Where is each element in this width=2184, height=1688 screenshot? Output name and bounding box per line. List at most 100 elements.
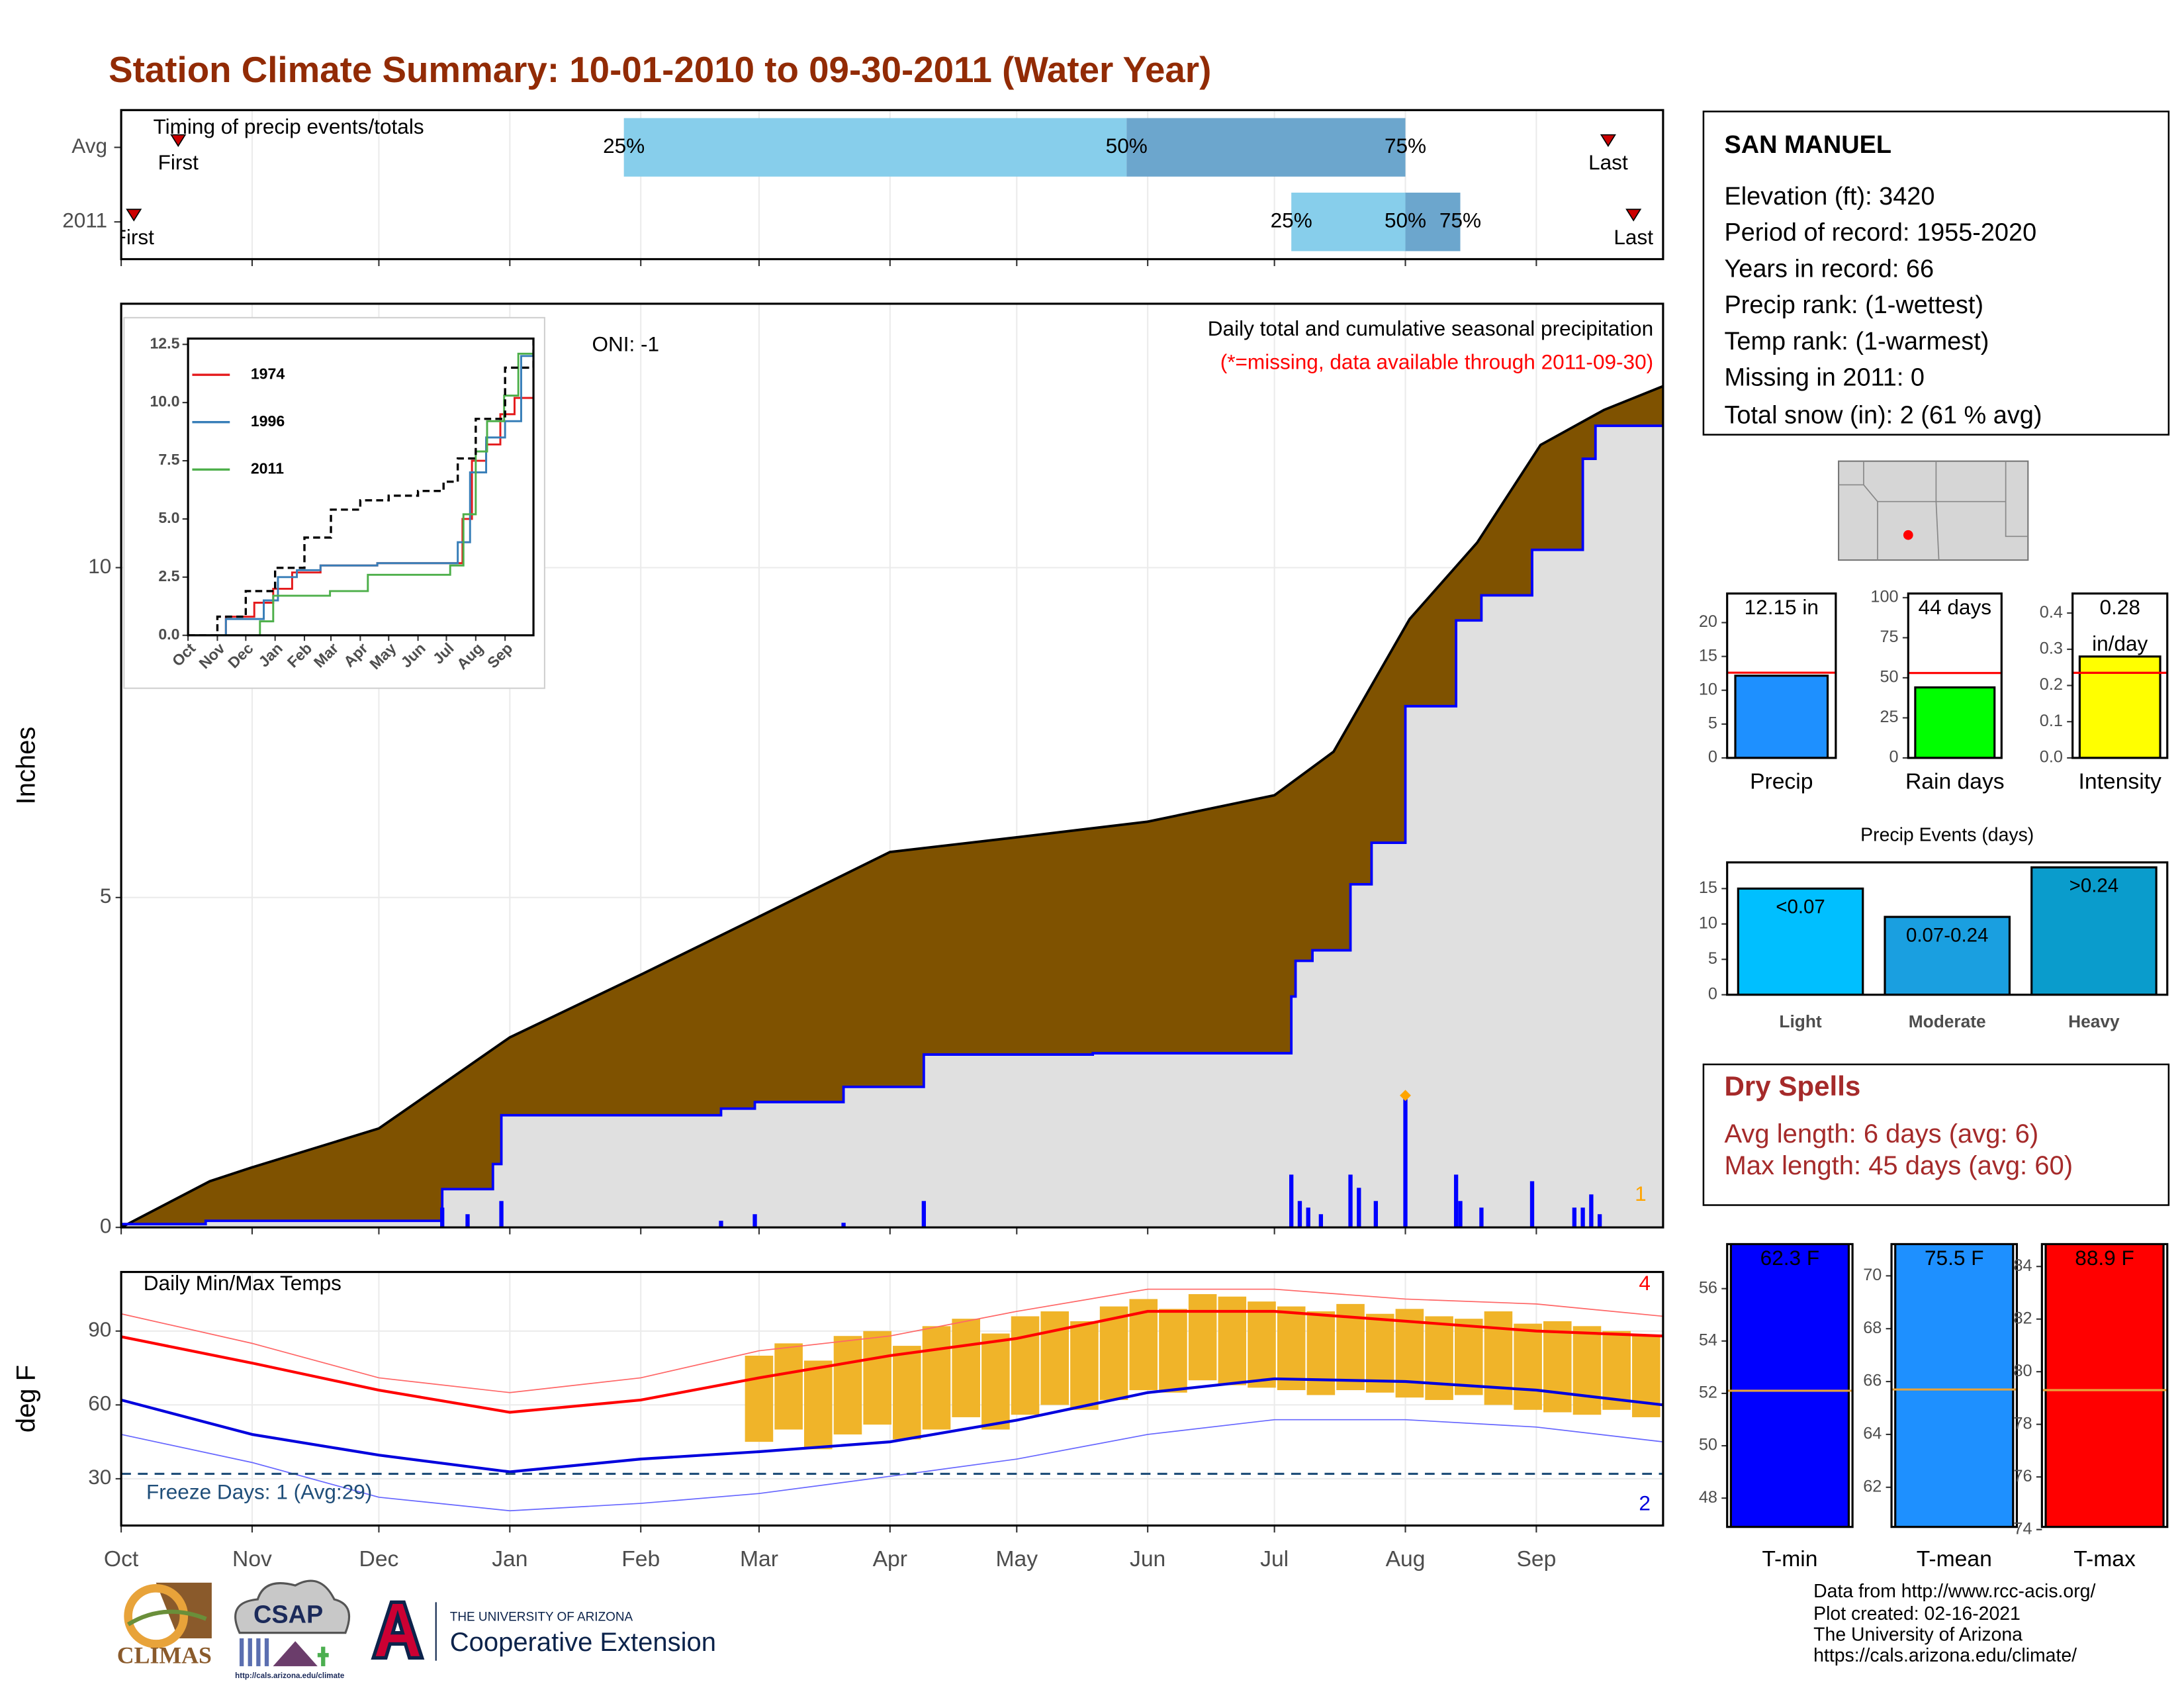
- category-label: T-max: [2073, 1547, 2136, 1571]
- logos: CLIMAS CSAP http://cals.arizona.edu/clim…: [117, 1579, 716, 1680]
- daily-precip-bar: [1357, 1188, 1361, 1228]
- location-map: [1838, 460, 2029, 561]
- y-tick-label: 68: [1863, 1319, 1882, 1337]
- ua-a-logo: [371, 1600, 425, 1660]
- row-label: 2011: [62, 209, 107, 232]
- x-tick-label: Feb: [621, 1547, 660, 1571]
- y-tick-label: 74: [2014, 1519, 2032, 1538]
- cumulative-line: [188, 340, 534, 635]
- daily-temp-bar: [1188, 1293, 1217, 1381]
- bar: [2030, 866, 2158, 995]
- daily-precip-bar: [1297, 1201, 1302, 1228]
- category-label: Rain days: [1905, 770, 2005, 794]
- panel-title: Precip Events (days): [1860, 824, 2034, 845]
- plot-frame: [1726, 1243, 1854, 1528]
- y-tick-label: 5: [100, 884, 112, 908]
- value-label: 0.28 in/day: [2092, 596, 2148, 656]
- bar: [1914, 686, 1996, 758]
- footer-line: Data from http://www.rcc-acis.org/: [1813, 1581, 2095, 1602]
- station-line: Temp rank: (1-warmest): [1724, 328, 1989, 355]
- event-marker: [170, 134, 187, 148]
- plot-frame: [120, 303, 1664, 1229]
- plot-frame: [2040, 1243, 2169, 1528]
- y-tick-label: 0: [1889, 748, 1899, 767]
- panel-title: Timing of precip events/totals: [154, 115, 424, 138]
- bar: [1884, 915, 2011, 995]
- bar: [1737, 887, 1864, 995]
- daily-temp-bar: [1572, 1326, 1602, 1415]
- y-tick-label: 0.0: [2040, 748, 2063, 767]
- daily-temp-bar: [922, 1326, 951, 1430]
- cumulative-area: [121, 386, 1663, 1228]
- daily-temp-bar: [1070, 1321, 1099, 1410]
- panel-title: Daily Min/Max Temps: [144, 1271, 341, 1295]
- event-label: Last: [1588, 150, 1628, 174]
- state-lines: [1839, 461, 2028, 561]
- station-box: SAN MANUEL Elevation (ft): 3420 Period o…: [1702, 111, 2170, 436]
- plot-frame: [1726, 592, 1837, 759]
- quartile-bar: [623, 118, 1127, 177]
- record-high-count: 4: [1639, 1271, 1651, 1295]
- event-marker: [126, 209, 142, 222]
- y-tick-label: 0: [100, 1214, 112, 1238]
- value-label: 75.5 F: [1924, 1246, 1984, 1271]
- y-tick-label: 10: [88, 554, 111, 578]
- y-tick-label: 78: [2014, 1414, 2032, 1432]
- panel-subtitle: Daily total and cumulative seasonal prec…: [1208, 316, 1653, 340]
- x-tick-label: Apr: [873, 1547, 907, 1571]
- y-tick-label: 2.5: [158, 567, 179, 585]
- bar: [2044, 1244, 2165, 1527]
- daily-temp-bar: [863, 1331, 891, 1425]
- dry-spells-title: Dry Spells: [1724, 1070, 1860, 1102]
- y-tick-label: 0: [1708, 748, 1717, 767]
- bar-description: 0.07-0.24: [1906, 924, 1988, 946]
- daily-precip-bar: [1580, 1207, 1585, 1228]
- category-label: T-min: [1762, 1547, 1817, 1571]
- value-label: 44 days: [1918, 596, 1992, 620]
- category-label: Moderate: [1909, 1011, 1986, 1031]
- station-location: [1903, 530, 1913, 540]
- daily-temp-bar: [1277, 1306, 1306, 1391]
- event-marker: [1625, 209, 1642, 222]
- value-label: 62.3 F: [1760, 1246, 1820, 1271]
- daily-temp-bar: [1602, 1331, 1631, 1410]
- daily-precip-bar: [752, 1214, 757, 1228]
- y-tick-label: 0: [1708, 984, 1717, 1003]
- quartile-label: 75%: [1385, 134, 1426, 158]
- bar: [1734, 675, 1829, 758]
- y-tick-label: 25: [1880, 708, 1898, 726]
- category-label: Precip: [1750, 770, 1813, 794]
- ua-text: THE UNIVERSITY OF ARIZONA: [450, 1610, 633, 1624]
- cumulative-line: [188, 353, 534, 635]
- daily-temp-bar: [1484, 1311, 1513, 1405]
- y-tick-label: 54: [1699, 1331, 1717, 1349]
- climas-swoosh: [126, 1609, 207, 1626]
- y-tick-label: 100: [1870, 588, 1898, 606]
- daily-precip-bar: [1597, 1214, 1602, 1228]
- missing-count: 1: [1635, 1182, 1647, 1205]
- bar-description: <0.07: [1776, 896, 1825, 918]
- csap-mountain: [273, 1641, 318, 1667]
- cumulative-line: [121, 424, 1663, 1226]
- extension-text: Cooperative Extension: [450, 1628, 716, 1657]
- cumulative-area: [121, 426, 1663, 1228]
- daily-precip-bar: [1572, 1207, 1576, 1228]
- missing-note: (*=missing, data available through 2011-…: [1220, 350, 1653, 374]
- daily-temp-bar: [1306, 1311, 1336, 1395]
- daily-precip-bar: [1289, 1174, 1294, 1228]
- plot-frame: [1726, 861, 2169, 996]
- x-tick-label: Mar: [740, 1547, 778, 1571]
- value-label-box: 62.3 F: [1760, 1246, 1820, 1271]
- daily-precip-bar: [1458, 1201, 1463, 1228]
- y-tick-label: 76: [2014, 1467, 2032, 1485]
- daily-temp-bar: [1543, 1321, 1572, 1413]
- temp-line: [121, 1419, 1663, 1512]
- record-low-count: 2: [1639, 1491, 1651, 1515]
- y-tick-label: 5.0: [158, 509, 179, 526]
- quartile-bar: [1405, 192, 1461, 252]
- value-label-box: 75.5 F: [1924, 1246, 1984, 1271]
- plot-frame: [120, 109, 1664, 261]
- daily-temp-bar: [833, 1336, 862, 1434]
- y-tick-label: 0.1: [2040, 712, 2063, 730]
